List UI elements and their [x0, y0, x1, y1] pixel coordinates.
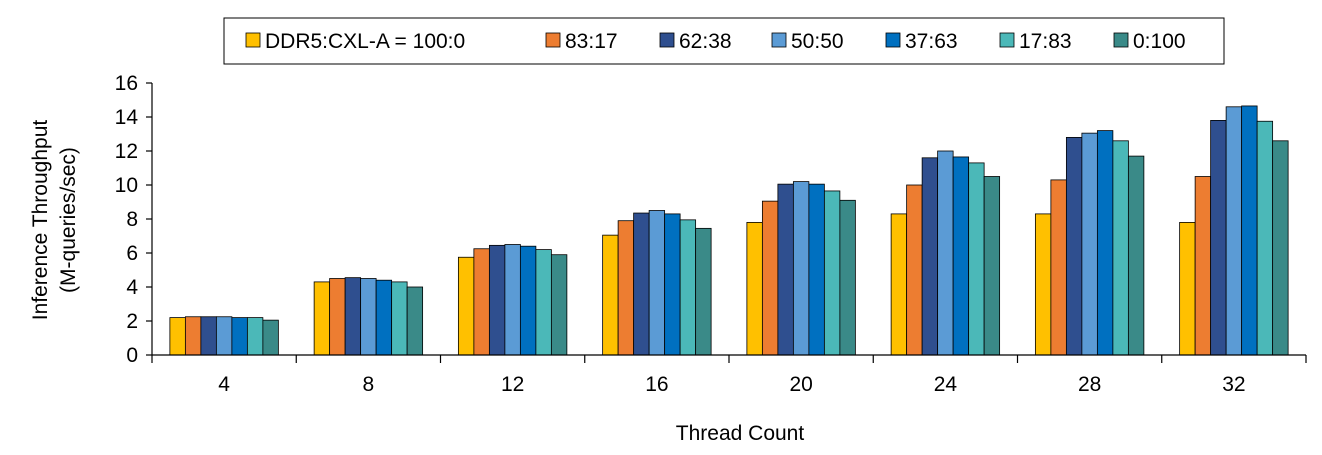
y-axis-ticks: 0 2 4 6 8 10 12 14 16	[115, 72, 152, 367]
bar-28-series-0	[1034, 213, 1052, 356]
legend-swatch-6	[1113, 32, 1129, 48]
y-axis-title: Inference Throughput (M-queries/sec)	[29, 120, 80, 321]
bar-20-series-5	[823, 190, 841, 356]
x-tick-label: 28	[1078, 373, 1101, 396]
bar-24-series-1	[906, 184, 923, 356]
bar-28-series-6	[1127, 155, 1145, 356]
bar-24-series-0	[890, 213, 908, 356]
bar-12-series-3	[504, 244, 521, 356]
bar-32-series-6	[1272, 140, 1289, 356]
legend-swatch-5	[999, 32, 1015, 48]
legend-swatch-1	[545, 32, 561, 48]
bar-8-series-0	[313, 281, 331, 356]
y-tick-label: 8	[126, 208, 138, 231]
bar-8-series-4	[375, 279, 393, 356]
bar-4-series-0	[169, 317, 186, 356]
bar-32-series-2	[1210, 120, 1227, 356]
bar-12-series-5	[535, 249, 552, 356]
x-tick-label: 24	[934, 373, 958, 396]
bar-12-series-2	[488, 244, 506, 356]
y-axis-title-line-2: (M-queries/sec)	[57, 147, 80, 293]
bar-24-series-4	[952, 156, 970, 356]
bar-28-series-3	[1081, 132, 1098, 356]
legend: DDR5:CXL-A = 100:0 83:17 62:38 50:50 37:63 17…	[223, 17, 1225, 65]
bar-24-series-2	[921, 157, 939, 356]
bar-8-series-1	[329, 278, 346, 356]
bar-16-series-0	[602, 234, 619, 356]
bar-4-series-5	[246, 317, 264, 356]
y-tick-label: 6	[126, 242, 138, 265]
bars-group	[169, 105, 1289, 356]
bar-32-series-5	[1256, 120, 1274, 356]
bar-28-series-2	[1065, 136, 1083, 356]
bar-16-series-1	[617, 220, 635, 356]
bar-4-series-3	[215, 316, 233, 356]
bar-4-series-6	[262, 319, 279, 356]
x-axis-ticks: 4 8 12 16 20 24 28 32	[151, 355, 1307, 396]
bar-4-series-1	[184, 316, 202, 356]
legend-label-1: 83:17	[565, 30, 618, 53]
legend-label-5: 17:83	[1019, 30, 1072, 53]
legend-label-0: DDR5:CXL-A = 100:0	[265, 30, 465, 53]
bar-8-series-6	[406, 286, 424, 356]
bar-24-series-3	[937, 150, 954, 356]
bar-12-series-0	[457, 256, 475, 356]
bar-20-series-1	[761, 200, 779, 356]
bar-24-series-6	[983, 176, 1001, 356]
y-axis-title-line-1: Inference Throughput	[29, 120, 52, 321]
bar-16-series-6	[695, 227, 712, 356]
bar-28-series-4	[1096, 130, 1114, 356]
y-tick-label: 4	[126, 276, 138, 299]
legend-label-2: 62:38	[679, 30, 732, 53]
bar-20-series-2	[777, 183, 794, 356]
bar-4-series-2	[200, 316, 217, 356]
legend-swatch-2	[659, 32, 675, 48]
legend-label-4: 37:63	[905, 30, 958, 53]
bar-24-series-5	[968, 162, 985, 356]
bar-12-series-4	[519, 245, 537, 356]
legend-box	[223, 17, 1225, 65]
bar-16-series-3	[648, 210, 666, 356]
x-tick-label: 8	[363, 373, 375, 396]
bar-8-series-3	[360, 278, 377, 356]
legend-swatch-3	[771, 32, 787, 48]
bar-20-series-6	[839, 199, 856, 356]
y-tick-label: 14	[115, 106, 139, 129]
bar-28-series-1	[1050, 179, 1067, 356]
x-tick-label: 12	[501, 373, 524, 396]
legend-label-6: 0:100	[1133, 30, 1186, 53]
bar-12-series-6	[550, 254, 568, 356]
legend-label-3: 50:50	[791, 30, 844, 53]
x-axis-title: Thread Count	[676, 422, 805, 445]
bar-20-series-4	[808, 183, 825, 356]
y-tick-label: 2	[126, 310, 138, 333]
bar-4-series-4	[231, 317, 248, 356]
x-tick-label: 4	[218, 373, 230, 396]
bar-8-series-5	[391, 281, 408, 356]
bar-32-series-3	[1225, 106, 1243, 356]
bar-32-series-4	[1241, 105, 1258, 356]
y-tick-label: 16	[115, 72, 138, 95]
bar-16-series-2	[633, 212, 650, 356]
bar-8-series-2	[344, 277, 362, 356]
x-tick-label: 32	[1222, 373, 1245, 396]
y-tick-label: 0	[126, 344, 138, 367]
bar-16-series-5	[679, 219, 697, 356]
bar-12-series-1	[473, 248, 490, 356]
bar-32-series-1	[1194, 176, 1212, 356]
bar-32-series-0	[1179, 221, 1196, 356]
y-tick-label: 12	[115, 140, 138, 163]
bar-20-series-3	[792, 181, 810, 356]
bar-20-series-0	[746, 221, 763, 356]
bar-28-series-5	[1112, 140, 1129, 356]
y-tick-label: 10	[115, 174, 138, 197]
x-tick-label: 16	[645, 373, 668, 396]
x-tick-label: 20	[789, 373, 812, 396]
legend-swatch-4	[885, 32, 901, 48]
legend-swatch-0	[245, 32, 261, 48]
bar-16-series-4	[664, 213, 681, 356]
